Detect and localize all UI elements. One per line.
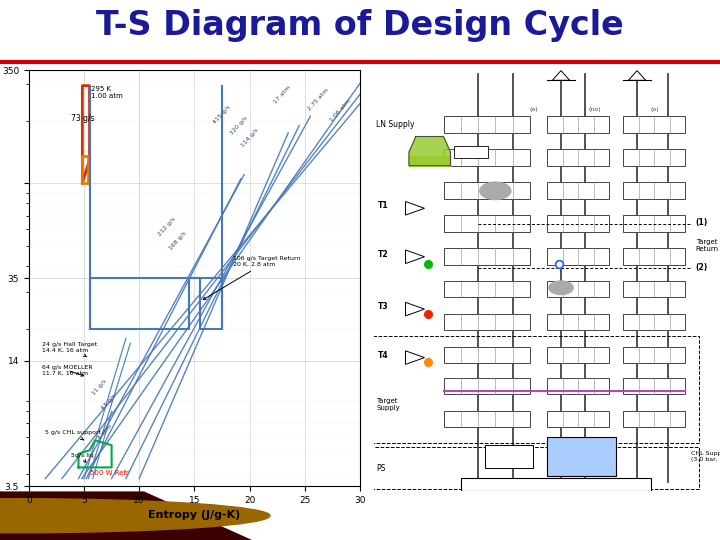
Bar	[624, 248, 685, 265]
Text: 106 g/s Target Return
20 K, 2.8 atm: 106 g/s Target Return 20 K, 2.8 atm	[203, 256, 300, 300]
Bar	[547, 248, 609, 265]
Text: (o): (o)	[651, 107, 660, 112]
Bar	[547, 411, 609, 428]
Text: T3: T3	[378, 302, 389, 311]
Text: T-S Diagram of Design Cycle: T-S Diagram of Design Cycle	[96, 9, 624, 43]
Text: 295 K
1.00 atm: 295 K 1.00 atm	[91, 86, 122, 99]
Bar	[547, 149, 609, 166]
Bar	[624, 116, 685, 133]
Bar	[547, 215, 609, 232]
Bar	[624, 215, 685, 232]
Bar	[444, 149, 530, 166]
Bar	[371, 336, 699, 443]
Bar	[547, 347, 609, 363]
Bar	[444, 378, 530, 394]
Polygon shape	[552, 71, 570, 80]
Bar	[444, 314, 530, 330]
Text: 73 g/s: 73 g/s	[71, 114, 94, 123]
Bar	[547, 281, 609, 298]
Text: 168 g/s: 168 g/s	[168, 231, 188, 252]
Circle shape	[0, 499, 270, 532]
Text: PS: PS	[376, 464, 385, 472]
Bar	[371, 447, 699, 489]
Bar	[444, 116, 530, 133]
Bar	[547, 437, 616, 476]
Text: LN Supply: LN Supply	[376, 120, 415, 130]
Polygon shape	[405, 201, 425, 215]
Text: 4.5K Load: 4.5K Load	[537, 480, 575, 489]
Text: (a): (a)	[530, 107, 539, 112]
Bar	[547, 378, 609, 394]
Bar	[444, 281, 530, 298]
Text: 17 atm: 17 atm	[274, 84, 292, 104]
Circle shape	[549, 281, 573, 295]
Bar	[444, 347, 530, 363]
Polygon shape	[405, 351, 425, 364]
Bar	[454, 146, 488, 158]
Bar	[461, 478, 651, 491]
Text: 4 atm: 4 atm	[97, 423, 113, 441]
Polygon shape	[0, 491, 252, 540]
Text: 114 g/s: 114 g/s	[240, 127, 259, 148]
Text: 500 W Refr: 500 W Refr	[89, 470, 128, 476]
Circle shape	[480, 182, 511, 200]
Bar	[444, 248, 530, 265]
Bar	[624, 281, 685, 298]
Bar	[444, 182, 530, 199]
Bar	[485, 445, 534, 468]
Text: 212 g/s: 212 g/s	[158, 217, 177, 237]
Polygon shape	[409, 137, 451, 166]
Text: T4: T4	[378, 350, 389, 360]
Text: 2.75 atm: 2.75 atm	[307, 87, 329, 112]
Text: 43 g/s: 43 g/s	[100, 394, 117, 411]
Bar	[624, 182, 685, 199]
Text: 1.06 atm: 1.06 atm	[329, 99, 351, 123]
Bar	[444, 411, 530, 428]
Text: (no): (no)	[589, 107, 601, 112]
Polygon shape	[629, 71, 646, 80]
Text: Target
Supply: Target Supply	[376, 397, 400, 410]
Text: T2: T2	[378, 250, 389, 259]
Bar	[444, 215, 530, 232]
Bar	[547, 314, 609, 330]
Polygon shape	[405, 250, 425, 264]
Bar	[624, 149, 685, 166]
Text: 320 g/s: 320 g/s	[230, 116, 248, 137]
Text: (1): (1)	[696, 218, 708, 227]
Text: Jefferson Lab: Jefferson Lab	[598, 511, 698, 525]
Text: 24 g/s Hall Target
14.4 K, 16 atm: 24 g/s Hall Target 14.4 K, 16 atm	[42, 342, 97, 357]
Bar	[624, 411, 685, 428]
Polygon shape	[409, 156, 451, 166]
Bar	[624, 314, 685, 330]
Bar	[547, 182, 609, 199]
Polygon shape	[405, 302, 425, 316]
Text: T1: T1	[378, 201, 389, 210]
Bar	[624, 347, 685, 363]
Bar	[624, 378, 685, 394]
Text: Target
Return: Target Return	[696, 239, 719, 252]
Text: (2): (2)	[696, 263, 708, 272]
Text: 11 g/s: 11 g/s	[91, 379, 108, 396]
Bar	[547, 116, 609, 133]
Text: CHL Support Flow
(3.0 bar, 4.5K): CHL Support Flow (3.0 bar, 4.5K)	[690, 451, 720, 462]
Text: 5 g/s CHL support: 5 g/s CHL support	[45, 430, 102, 440]
Text: 64 g/s MOELLER
11.7 K, 16 atm: 64 g/s MOELLER 11.7 K, 16 atm	[42, 365, 93, 376]
Text: 5g/s liq: 5g/s liq	[71, 454, 94, 462]
Text: CJA: CJA	[37, 511, 63, 525]
X-axis label: Entropy (J/g-K): Entropy (J/g-K)	[148, 510, 240, 520]
Text: 415 g/s: 415 g/s	[213, 105, 232, 125]
